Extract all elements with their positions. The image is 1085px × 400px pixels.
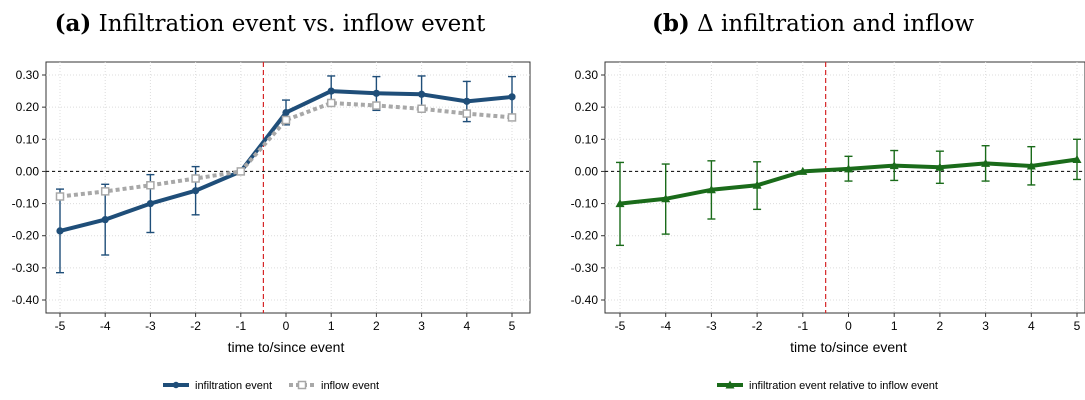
x-tick-label: -5 <box>615 319 626 333</box>
legend-label: infiltration event relative to inflow ev… <box>749 380 938 392</box>
legend-label: infiltration event <box>195 380 272 392</box>
data-point <box>615 199 625 208</box>
data-point <box>282 109 290 117</box>
legend-marker <box>725 380 735 389</box>
x-tick-label: -3 <box>145 319 156 333</box>
panel-a-title-text: Infiltration event vs. inflow event <box>98 11 486 37</box>
x-axis-label: time to/since event <box>228 339 345 355</box>
panel-a-plot: 0.30 0.20 0.10 0.00 -0.10 -0.20 -0.30 -0.40 -5 -4… <box>12 61 531 392</box>
x-tick-label: 4 <box>463 319 470 333</box>
data-point <box>100 187 110 196</box>
data-point <box>326 98 336 108</box>
y-tick-label: -0.30 <box>571 261 599 275</box>
data-point <box>889 161 899 170</box>
x-tick-label: -5 <box>55 319 66 333</box>
panel-b-plot: 0.30 0.20 0.10 0.00 -0.10 -0.20 -0.30 -0.40 -5 -4… <box>571 61 1085 392</box>
data-point <box>372 89 380 97</box>
data-point <box>661 194 671 203</box>
data-point <box>981 158 991 167</box>
legend-marker <box>172 381 180 389</box>
data-point <box>56 227 64 235</box>
plot-frame <box>45 61 531 314</box>
y-tick-label: 0.20 <box>575 100 599 114</box>
legend-marker <box>297 380 307 390</box>
data-point <box>706 185 716 194</box>
y-tick-label: 0.10 <box>575 132 599 146</box>
x-tick-label: 3 <box>418 319 425 333</box>
data-point <box>935 162 945 171</box>
data-point <box>798 166 808 175</box>
y-tick-label: 0.20 <box>16 100 40 114</box>
x-tick-label: 4 <box>1028 319 1035 333</box>
data-point <box>281 115 291 125</box>
data-point <box>417 104 426 113</box>
panel-b-title: (b) Δ infiltration and inflow <box>543 6 1083 42</box>
panel-b-label: (b) <box>651 10 690 37</box>
x-tick-label: -2 <box>190 319 201 333</box>
data-point <box>146 181 155 190</box>
data-point <box>752 180 762 189</box>
data-point <box>463 97 471 105</box>
data-point <box>844 164 853 173</box>
y-tick-label: 0.00 <box>16 164 40 178</box>
legend: infiltration event inflow event <box>163 380 379 392</box>
data-point <box>507 113 517 122</box>
x-tick-label: 5 <box>1074 319 1081 333</box>
x-tick-label: -1 <box>235 319 246 333</box>
y-tick-label: 0.00 <box>575 164 599 178</box>
x-tick-label: -3 <box>706 319 717 333</box>
data-point <box>508 93 516 101</box>
legend-label: inflow event <box>321 380 379 392</box>
x-tick-label: -1 <box>797 319 808 333</box>
x-tick-label: 0 <box>845 319 852 333</box>
y-tick-label: -0.20 <box>571 229 599 243</box>
data-point <box>372 101 381 110</box>
data-point <box>191 174 200 183</box>
x-tick-label: 5 <box>509 319 516 333</box>
data-point <box>101 216 109 224</box>
y-tick-label: -0.30 <box>12 261 40 275</box>
plot-frame <box>604 61 1085 314</box>
x-tick-label: -4 <box>100 319 111 333</box>
y-tick-label: 0.10 <box>16 132 40 146</box>
y-tick-label: -0.10 <box>12 197 40 211</box>
legend: infiltration event relative to inflow ev… <box>717 380 938 392</box>
x-tick-label: -4 <box>660 319 671 333</box>
x-tick-label: 3 <box>982 319 989 333</box>
data-point <box>192 187 200 195</box>
data-point <box>55 192 65 201</box>
x-axis-label: time to/since event <box>790 339 907 355</box>
x-tick-label: 2 <box>937 319 944 333</box>
x-tick-label: 1 <box>328 319 335 333</box>
x-tick-label: 0 <box>283 319 290 333</box>
y-tick-label: -0.20 <box>12 229 40 243</box>
y-tick-label: 0.30 <box>16 68 40 82</box>
x-tick-label: 2 <box>373 319 380 333</box>
y-tick-label: 0.30 <box>575 68 599 82</box>
y-tick-label: -0.40 <box>12 293 40 307</box>
x-tick-label: 1 <box>891 319 898 333</box>
panel-b-title-text: Δ infiltration and inflow <box>697 11 975 37</box>
data-point <box>1026 161 1036 170</box>
data-point <box>462 109 472 118</box>
data-point <box>1072 155 1082 164</box>
data-point <box>418 90 426 98</box>
y-tick-label: -0.10 <box>571 197 599 211</box>
x-tick-label: -2 <box>752 319 763 333</box>
panel-a-label: (a) <box>54 10 92 37</box>
data-point <box>327 87 335 95</box>
y-tick-label: -0.40 <box>571 293 599 307</box>
panel-a-title: (a) Infiltration event vs. inflow event <box>0 6 540 42</box>
data-point <box>236 167 246 176</box>
data-point <box>146 199 154 208</box>
